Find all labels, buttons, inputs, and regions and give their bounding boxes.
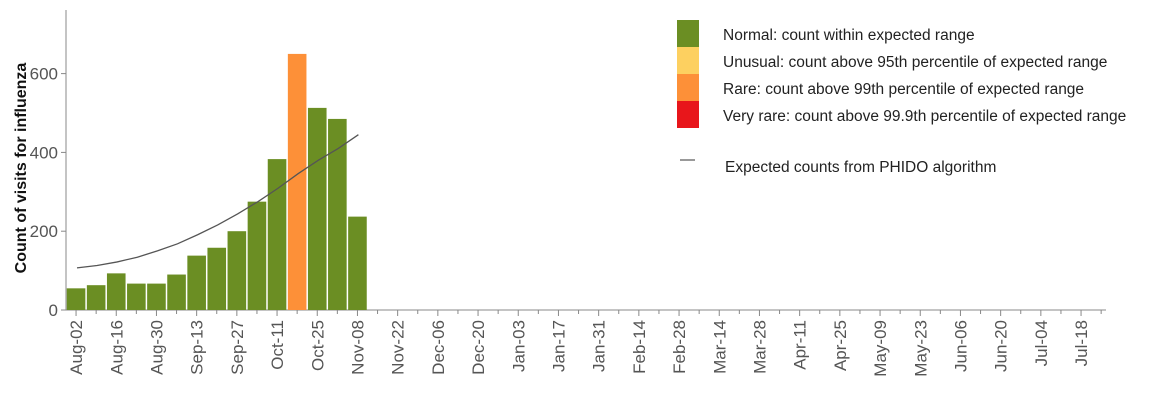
- y-tick-label: 0: [49, 301, 58, 320]
- x-tick-label: Dec-06: [429, 320, 448, 375]
- x-tick-label: Oct-11: [268, 320, 287, 370]
- x-tick-label: Jan-31: [590, 320, 609, 372]
- bars: [66, 53, 367, 310]
- legend-label: Rare: count above 99th percentile of exp…: [723, 81, 1084, 98]
- x-tick-label: Feb-28: [670, 320, 689, 374]
- legend-label: Normal: count within expected range: [723, 27, 975, 44]
- expected-line-group: [76, 134, 359, 269]
- legend-swatch-rare: [677, 74, 699, 101]
- legend-swatch-very-rare: [677, 101, 699, 128]
- x-tick-label: May-23: [911, 320, 930, 377]
- bar-normal: [267, 159, 287, 310]
- x-tick-label: Mar-28: [750, 320, 769, 374]
- x-tick-label: Sep-13: [188, 320, 207, 375]
- x-tick-label: Dec-20: [469, 320, 488, 375]
- x-tick-label: Aug-16: [107, 320, 126, 375]
- x-tick-label: Oct-25: [308, 320, 327, 371]
- x-tick-label: Nov-08: [348, 320, 367, 375]
- legend-swatch-unusual: [677, 47, 699, 74]
- bar-normal: [227, 231, 247, 310]
- x-tick-label: Nov-22: [389, 320, 408, 375]
- x-tick-label: Jul-18: [1072, 320, 1091, 366]
- x-tick-label: Jan-03: [509, 320, 528, 372]
- bar-normal: [147, 283, 166, 310]
- x-tick-label: Mar-14: [710, 320, 729, 374]
- x-tick-labels: Aug-02 Aug-16 Aug-30 Sep-13 Sep-27 Oct-11 Oct-…: [67, 310, 1102, 377]
- bar-normal: [86, 285, 106, 310]
- bar-rare: [287, 53, 307, 310]
- bar-normal: [207, 247, 227, 310]
- bar-normal: [106, 273, 126, 310]
- bar-normal: [127, 283, 146, 310]
- y-tick-label: 600: [30, 65, 58, 84]
- bar-normal: [187, 255, 206, 310]
- bar-normal: [66, 288, 86, 310]
- legend-label: Very rare: count above 99.9th percentile…: [723, 108, 1126, 125]
- x-tick-label: Apr-11: [791, 320, 810, 370]
- y-tick-label: 200: [30, 222, 58, 241]
- x-tick-label: Feb-14: [630, 320, 649, 374]
- bar-normal: [167, 274, 186, 310]
- y-axis-title: Count of visits for influenza: [13, 63, 30, 274]
- x-tick-label: Apr-25: [831, 320, 850, 371]
- x-tick-label: Sep-27: [228, 320, 247, 375]
- bar-normal: [307, 107, 327, 310]
- x-tick-label: May-09: [871, 320, 890, 377]
- legend-swatch-normal: [677, 20, 699, 47]
- expected-counts-line: [76, 134, 359, 269]
- x-tick-label: Jul-04: [1032, 320, 1051, 366]
- x-tick-label: Aug-02: [67, 320, 86, 375]
- x-tick-label: Jun-06: [951, 320, 970, 372]
- bar-normal: [328, 118, 347, 310]
- legend-line-label: Expected counts from PHIDO algorithm: [725, 159, 996, 176]
- x-tick-label: Aug-30: [147, 320, 166, 375]
- y-tick-labels: 0 200 400 600: [30, 65, 66, 320]
- x-tick-label: Jan-17: [549, 320, 568, 372]
- legend-label: Unusual: count above 95th percentile of …: [723, 54, 1107, 71]
- x-tick-label: Jun-20: [992, 320, 1011, 372]
- y-tick-label: 400: [30, 143, 58, 162]
- legend: Normal: count within expected range Unusu…: [677, 20, 1126, 176]
- bar-normal: [348, 216, 367, 310]
- bar-normal: [247, 201, 267, 310]
